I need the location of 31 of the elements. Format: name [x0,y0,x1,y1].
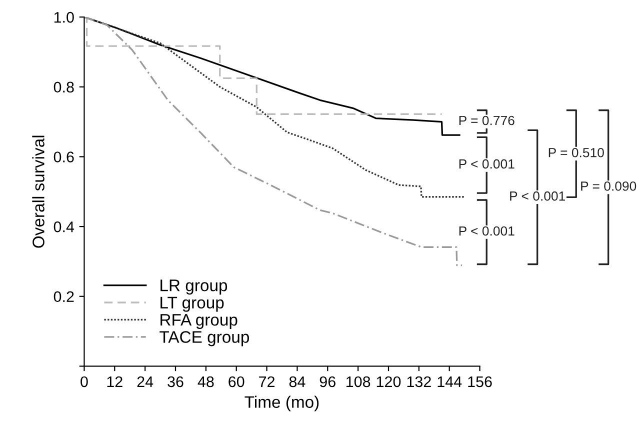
x-tick-label: 132 [407,376,431,388]
x-tick-label: 108 [346,376,370,388]
x-tick-label: 96 [320,376,336,388]
x-tick-label: 144 [438,376,462,387]
legend-label: LT group [160,296,224,312]
y-tick-label: 0.8 [54,82,74,93]
y-tick-label: 0.2 [54,291,74,302]
annotation: P < 0.001 [459,226,514,236]
text: P = 0.090 [581,181,636,191]
legend-label: TACE group [160,331,249,346]
text: P < 0.001 [510,191,566,201]
annotation: P = 0.776 [459,116,514,126]
x-tick-label: 12 [107,376,122,387]
x-tick-label: 24 [137,376,154,387]
x-tick-label: 120 [376,376,401,388]
legend-label: RFA group [160,314,238,330]
y-axis-title: Overall survival [32,136,44,248]
legend-label: LR group [160,280,228,295]
x-tick-label: 60 [228,376,244,388]
x-tick-label: 0 [80,376,88,388]
x-tick-label: 156 [468,376,492,388]
x-axis-title: Time (mo) [244,396,319,412]
text: P = 0.510 [548,148,604,158]
y-tick-label: 1.0 [54,12,74,23]
y-tick-label: 0.4 [54,221,74,232]
x-tick-label: 48 [198,376,214,388]
x-tick-label: 72 [259,376,275,387]
y-tick-label: 0.6 [54,152,74,162]
annotation: P < 0.001 [459,159,514,169]
x-tick-label: 36 [168,376,184,388]
x-tick-label: 84 [289,376,306,388]
